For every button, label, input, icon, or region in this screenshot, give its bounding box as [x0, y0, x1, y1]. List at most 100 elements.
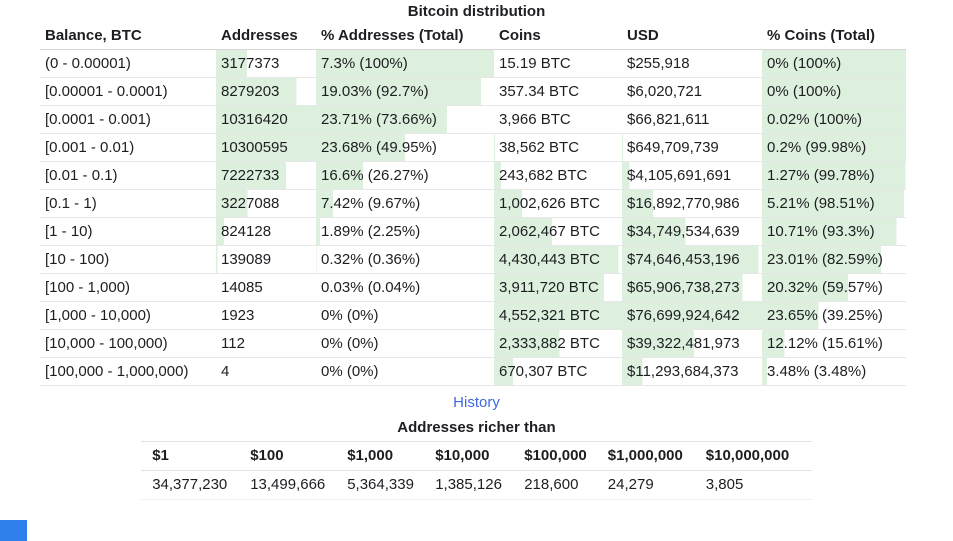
cell-coins: 4,430,443 BTC: [494, 245, 622, 274]
cell-coins: 670,307 BTC: [494, 357, 622, 386]
cell-pct-addresses: 0.03% (0.04%): [316, 273, 494, 302]
distribution-table-header: Balance, BTC Addresses% Addresses (Total)…: [40, 25, 906, 50]
cell-balance: [10,000 - 100,000): [40, 329, 216, 358]
cell-addresses: 1923: [216, 301, 316, 330]
table-row: [0.0001 - 0.001) 10316420 23.71% (73.66%) 3…: [40, 105, 906, 134]
column-header: % Addresses (Total): [316, 25, 494, 50]
header-row: Balance, BTC Addresses% Addresses (Total)…: [40, 25, 906, 50]
social-share-widget[interactable]: [0, 520, 27, 541]
richer-than-title: Addresses richer than: [397, 419, 556, 436]
cell-coins: 2,333,882 BTC: [494, 329, 622, 358]
column-header: $100,000: [513, 441, 597, 471]
cell-coins: 1,002,626 BTC: [494, 189, 622, 218]
cell-usd: $65,906,738,273: [622, 273, 762, 302]
cell-pct-addresses: 0% (0%): [316, 301, 494, 330]
cell-addresses: 14085: [216, 273, 316, 302]
table-row: (0 - 0.00001) 3177373 7.3% (100%) 15.19 BTC…: [40, 49, 906, 78]
cell-pct-addresses: 7.42% (9.67%): [316, 189, 494, 218]
column-header: $1,000,000: [596, 441, 695, 471]
distribution-table-body: (0 - 0.00001) 3177373 7.3% (100%) 15.19 BTC…: [40, 49, 906, 386]
table-row: [100 - 1,000) 14085 0.03% (0.04%) 3,911,720…: [40, 273, 906, 302]
cell-usd: $74,646,453,196: [622, 245, 762, 274]
cell-usd: $16,892,770,986: [622, 189, 762, 218]
cell-addresses: 3177373: [216, 49, 316, 78]
cell-usd: $649,709,739: [622, 133, 762, 162]
cell-usd: $6,020,721: [622, 77, 762, 106]
cell-pct-coins: 0% (100%): [762, 77, 906, 106]
table-row: [1 - 10) 824128 1.89% (2.25%) 2,062,467 BTC…: [40, 217, 906, 246]
cell-addresses: 3227088: [216, 189, 316, 218]
cell-pct-coins: 12.12% (15.61%): [762, 329, 906, 358]
cell-address-count: 13,499,666: [239, 470, 337, 500]
column-header: $10,000: [424, 441, 514, 471]
cell-pct-addresses: 0% (0%): [316, 357, 494, 386]
cell-balance: (0 - 0.00001): [40, 49, 216, 78]
cell-pct-addresses: 0.32% (0.36%): [316, 245, 494, 274]
cell-address-count: 1,385,126: [424, 470, 514, 500]
column-header: $1: [141, 441, 240, 471]
cell-balance: [0.01 - 0.1): [40, 161, 216, 190]
cell-addresses: 10300595: [216, 133, 316, 162]
cell-coins: 3,911,720 BTC: [494, 273, 622, 302]
cell-pct-coins: 10.71% (93.3%): [762, 217, 906, 246]
column-header: USD: [622, 25, 762, 50]
cell-address-count: 34,377,230: [141, 470, 240, 500]
cell-pct-coins: 3.48% (3.48%): [762, 357, 906, 386]
cell-usd: $255,918: [622, 49, 762, 78]
cell-balance: [1,000 - 10,000): [40, 301, 216, 330]
cell-pct-addresses: 23.68% (49.95%): [316, 133, 494, 162]
column-header: Balance, BTC: [40, 25, 216, 50]
cell-coins: 357.34 BTC: [494, 77, 622, 106]
cell-balance: [1 - 10): [40, 217, 216, 246]
table-row: [1,000 - 10,000) 1923 0% (0%) 4,552,321 BTC…: [40, 301, 906, 330]
column-header: $100: [239, 441, 337, 471]
cell-pct-coins: 1.27% (99.78%): [762, 161, 906, 190]
table-row: [0.1 - 1) 3227088 7.42% (9.67%) 1,002,626 B…: [40, 189, 906, 218]
cell-pct-addresses: 1.89% (2.25%): [316, 217, 494, 246]
column-header: $1,000: [336, 441, 425, 471]
cell-pct-addresses: 16.6% (26.27%): [316, 161, 494, 190]
table-row: [10,000 - 100,000) 112 0% (0%) 2,333,882 BT…: [40, 329, 906, 358]
cell-balance: [0.1 - 1): [40, 189, 216, 218]
cell-usd: $66,821,611: [622, 105, 762, 134]
cell-balance: [0.0001 - 0.001): [40, 105, 216, 134]
cell-usd: $76,699,924,642: [622, 301, 762, 330]
cell-pct-coins: 0.02% (100%): [762, 105, 906, 134]
page-title: Bitcoin distribution: [407, 3, 546, 20]
column-header: Addresses: [216, 25, 316, 50]
cell-pct-addresses: 7.3% (100%): [316, 49, 494, 78]
table-row: [0.01 - 0.1) 7222733 16.6% (26.27%) 243,682…: [40, 161, 906, 190]
column-header: % Coins (Total): [762, 25, 906, 50]
cell-addresses: 7222733: [216, 161, 316, 190]
cell-addresses: 139089: [216, 245, 316, 274]
cell-balance: [0.00001 - 0.0001): [40, 77, 216, 106]
cell-pct-coins: 20.32% (59.57%): [762, 273, 906, 302]
column-header: $10,000,000: [694, 441, 812, 471]
cell-pct-coins: 0% (100%): [762, 49, 906, 78]
cell-pct-coins: 23.01% (82.59%): [762, 245, 906, 274]
cell-usd: $34,749,534,639: [622, 217, 762, 246]
cell-addresses: 824128: [216, 217, 316, 246]
cell-pct-coins: 0.2% (99.98%): [762, 133, 906, 162]
table-row: [0.00001 - 0.0001) 8279203 19.03% (92.7%) 3…: [40, 77, 906, 106]
history-row: History: [0, 386, 953, 415]
cell-balance: [100,000 - 1,000,000): [40, 357, 216, 386]
cell-addresses: 112: [216, 329, 316, 358]
cell-pct-coins: 5.21% (98.51%): [762, 189, 906, 218]
cell-address-count: 24,279: [596, 470, 695, 500]
cell-coins: 243,682 BTC: [494, 161, 622, 190]
cell-addresses: 4: [216, 357, 316, 386]
history-link[interactable]: History: [453, 394, 500, 411]
cell-addresses: 8279203: [216, 77, 316, 106]
cell-usd: $11,293,684,373: [622, 357, 762, 386]
column-header: Coins: [494, 25, 622, 50]
richer-than-header: $1 $100 $1,000 $10,000 $100,000 $1,000,000 $10…: [141, 441, 812, 471]
cell-usd: $39,322,481,973: [622, 329, 762, 358]
cell-address-count: 218,600: [513, 470, 597, 500]
richer-than-table: $1 $100 $1,000 $10,000 $100,000 $1,000,000 $10…: [141, 441, 812, 500]
table-row: [10 - 100) 139089 0.32% (0.36%) 4,430,443 B…: [40, 245, 906, 274]
cell-usd: $4,105,691,691: [622, 161, 762, 190]
cell-coins: 38,562 BTC: [494, 133, 622, 162]
cell-address-count: 5,364,339: [336, 470, 425, 500]
richer-than-body: 34,377,230 13,499,666 5,364,339 1,385,126 21…: [141, 470, 812, 500]
